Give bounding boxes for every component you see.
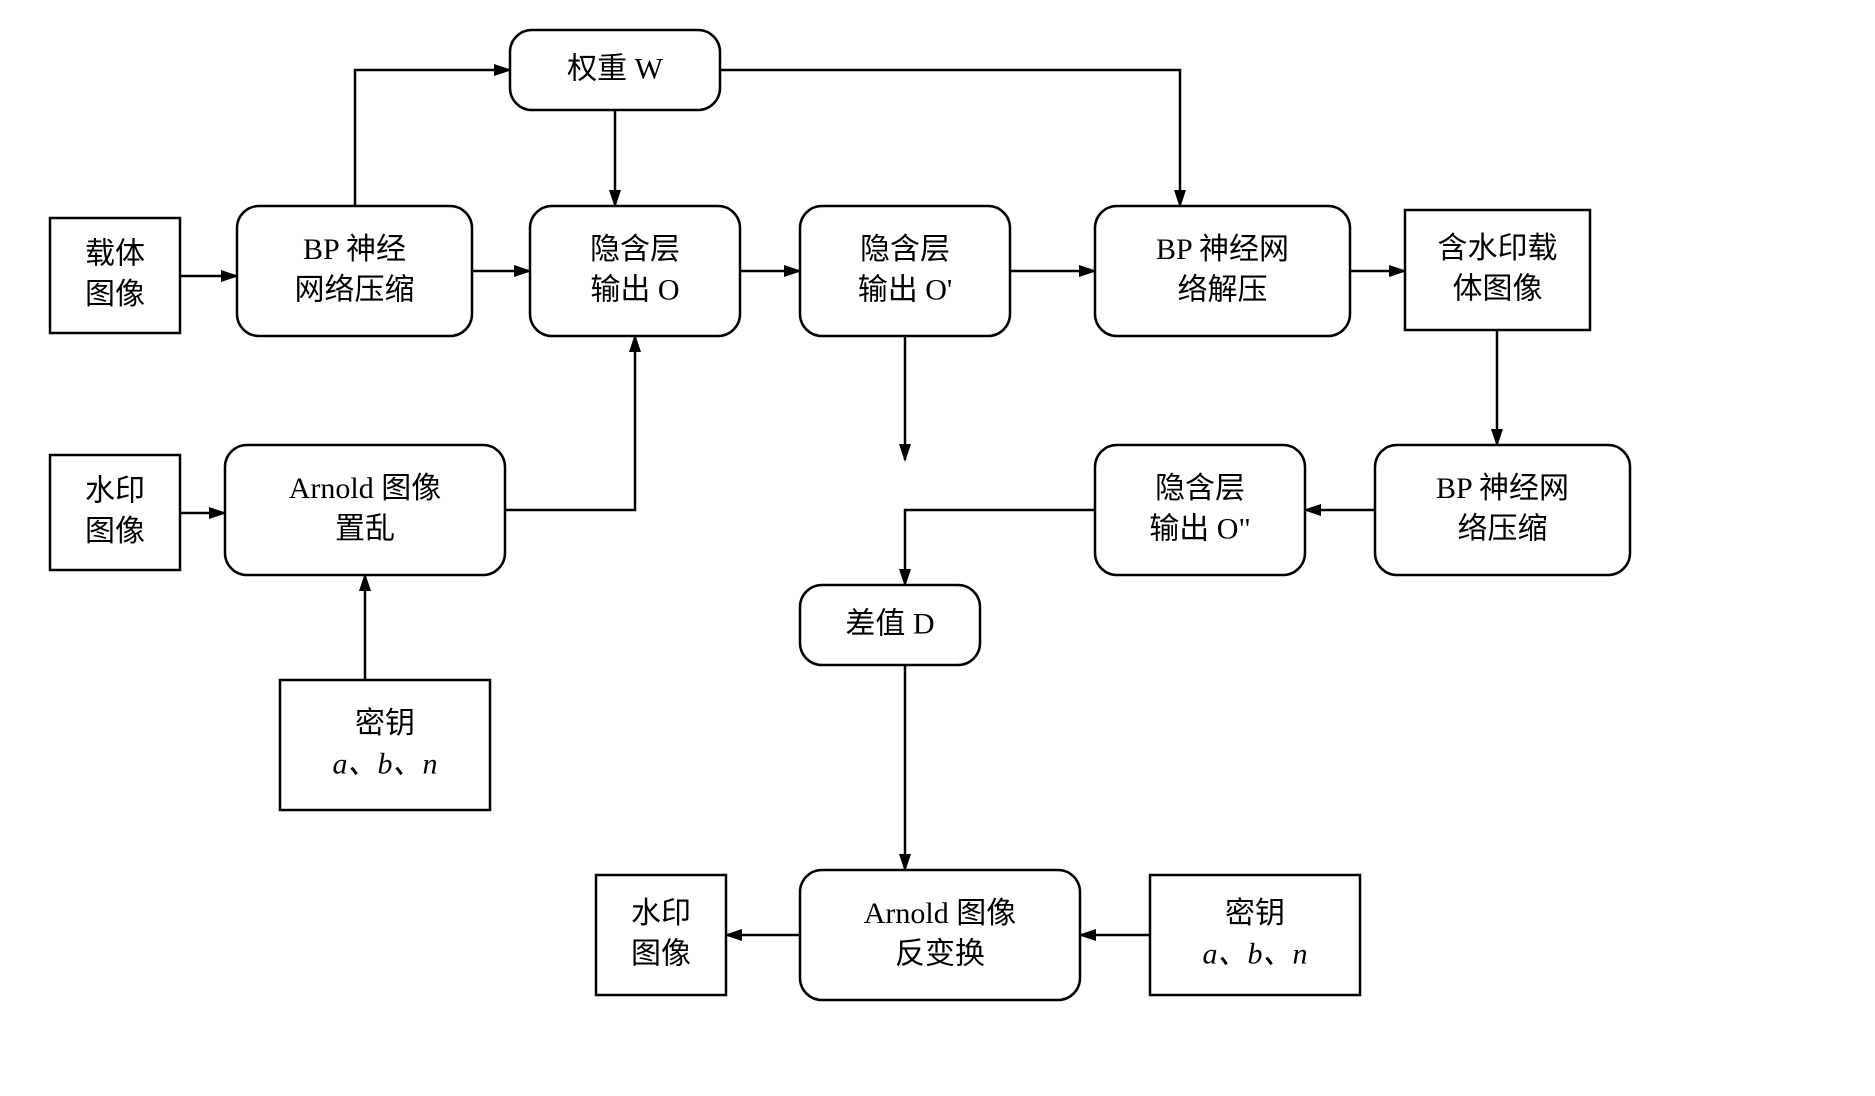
node-key2: 密钥 a、b、n (1150, 875, 1360, 995)
node-watermarked_img-line-0: 含水印载 (1438, 232, 1558, 265)
node-weight_w-line-0: 权重 W (567, 52, 663, 85)
node-arnold_inverse-line-0: Arnold 图像 (864, 897, 1017, 930)
edge-weight_w-to-bp_decompress (720, 70, 1180, 206)
node-carrier_img-line-0: 载体 (85, 238, 145, 271)
edge-hidden_o_dprime-to-diff_d_in1 (905, 510, 1095, 585)
node-watermarked_img-line-1: 体图像 (1453, 273, 1543, 306)
node-diff_d: 差值 D (800, 585, 980, 665)
node-diff_d-line-0: 差值 D (845, 607, 934, 640)
node-watermark_img-line-0: 水印 (85, 475, 145, 508)
node-watermark_out-line-1: 图像 (631, 938, 691, 971)
node-arnold_scramble-line-1: 置乱 (335, 513, 395, 546)
node-bp_compress2: BP 神经网络压缩 (1375, 445, 1630, 575)
node-hidden_o_dprime-line-1: 输出 O" (1149, 513, 1250, 546)
node-hidden_o-line-1: 输出 O (590, 274, 679, 307)
edge-bp_compress1-to-weight_w (355, 70, 510, 206)
node-arnold_inverse-line-1: 反变换 (895, 938, 985, 971)
node-hidden_o_prime-line-0: 隐含层 (860, 233, 950, 266)
node-bp_compress1-line-0: BP 神经 (303, 233, 406, 266)
node-arnold_scramble-line-0: Arnold 图像 (289, 472, 442, 505)
node-bp_decompress-line-1: 络解压 (1178, 274, 1268, 307)
node-hidden_o_dprime: 隐含层输出 O" (1095, 445, 1305, 575)
node-bp_compress2-line-0: BP 神经网 (1436, 472, 1569, 505)
node-watermark_img-line-1: 图像 (85, 515, 145, 548)
node-arnold_scramble: Arnold 图像置乱 (225, 445, 505, 575)
node-bp_compress2-line-1: 络压缩 (1458, 513, 1548, 546)
node-watermark_img: 水印图像 (50, 455, 180, 570)
node-hidden_o_prime-line-1: 输出 O' (858, 274, 953, 307)
node-bp_compress1-line-1: 网络压缩 (295, 274, 415, 307)
node-bp_decompress-line-0: BP 神经网 (1156, 233, 1289, 266)
node-key2-line-1: a、b、n (1203, 938, 1308, 971)
node-watermark_out: 水印图像 (596, 875, 726, 995)
node-hidden_o: 隐含层输出 O (530, 206, 740, 336)
node-watermarked_img: 含水印载体图像 (1405, 210, 1590, 330)
node-carrier_img: 载体图像 (50, 218, 180, 333)
node-key1-line-0: 密钥 (355, 707, 415, 740)
node-bp_decompress: BP 神经网络解压 (1095, 206, 1350, 336)
node-arnold_inverse: Arnold 图像反变换 (800, 870, 1080, 1000)
edge-arnold_scramble-to-hidden_o (505, 336, 635, 510)
node-key2-line-0: 密钥 (1225, 897, 1285, 930)
node-weight_w: 权重 W (510, 30, 720, 110)
node-hidden_o-line-0: 隐含层 (590, 233, 680, 266)
node-key1-line-1: a、b、n (333, 748, 438, 781)
node-bp_compress1: BP 神经网络压缩 (237, 206, 472, 336)
node-carrier_img-line-1: 图像 (85, 278, 145, 311)
node-hidden_o_prime: 隐含层输出 O' (800, 206, 1010, 336)
node-watermark_out-line-0: 水印 (631, 897, 691, 930)
node-key1: 密钥 a、b、n (280, 680, 490, 810)
node-hidden_o_dprime-line-0: 隐含层 (1155, 472, 1245, 505)
